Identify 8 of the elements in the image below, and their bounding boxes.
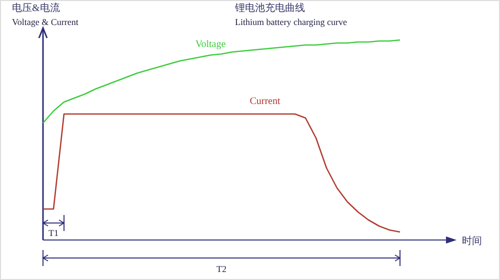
text: 时间 bbox=[462, 235, 482, 247]
series-label: Current bbox=[250, 96, 280, 107]
y-axis-title: 电压&电流 Voltage & Current bbox=[12, 2, 79, 27]
series-label: Voltage bbox=[195, 39, 226, 50]
chart-title: 锂电池充电曲线 bbox=[234, 2, 305, 14]
text: T2 bbox=[216, 264, 226, 274]
annotation: T1 bbox=[48, 228, 58, 238]
chart-subtitle: Lithium battery charging curve bbox=[235, 17, 348, 27]
